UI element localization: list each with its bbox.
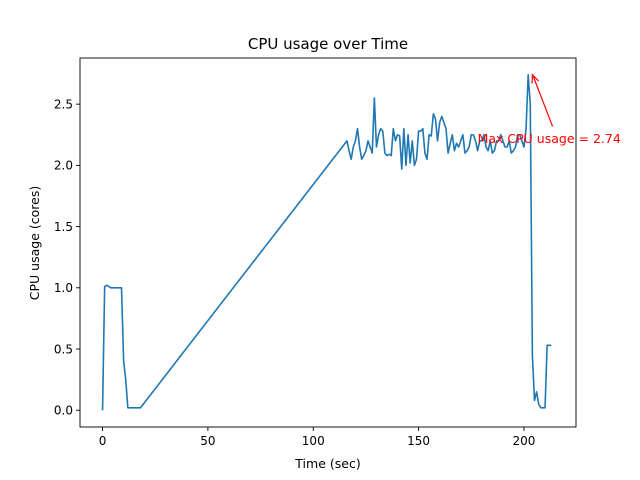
annotation-label: Max CPU usage = 2.74 <box>478 131 621 146</box>
axes-frame <box>79 57 577 428</box>
y-tick-label: 0.5 <box>54 342 73 356</box>
y-tick-label: 1.5 <box>54 220 73 234</box>
x-tick-label: 100 <box>302 434 325 448</box>
y-axis-label: CPU usage (cores) <box>27 186 42 300</box>
chart-title: CPU usage over Time <box>248 35 408 53</box>
series-line-0 <box>101 73 552 411</box>
y-tick-label: 0.0 <box>54 404 73 418</box>
x-tick-label: 200 <box>513 434 536 448</box>
annotation-arrow-line <box>532 76 554 127</box>
y-tick-label: 2.0 <box>54 159 73 173</box>
x-tick-label: 0 <box>99 434 107 448</box>
y-tick-label: 2.5 <box>54 97 73 111</box>
x-tick-label: 50 <box>200 434 215 448</box>
plot-area: 0 50 100 150 200 0.0 0.5 1.0 1.5 2.0 2.5 Max CPU us… <box>54 57 621 448</box>
x-tick-label: 150 <box>407 434 430 448</box>
y-tick-label: 1.0 <box>54 281 73 295</box>
annotation-arrow-head <box>531 73 539 84</box>
x-axis-label: Time (sec) <box>294 456 360 471</box>
